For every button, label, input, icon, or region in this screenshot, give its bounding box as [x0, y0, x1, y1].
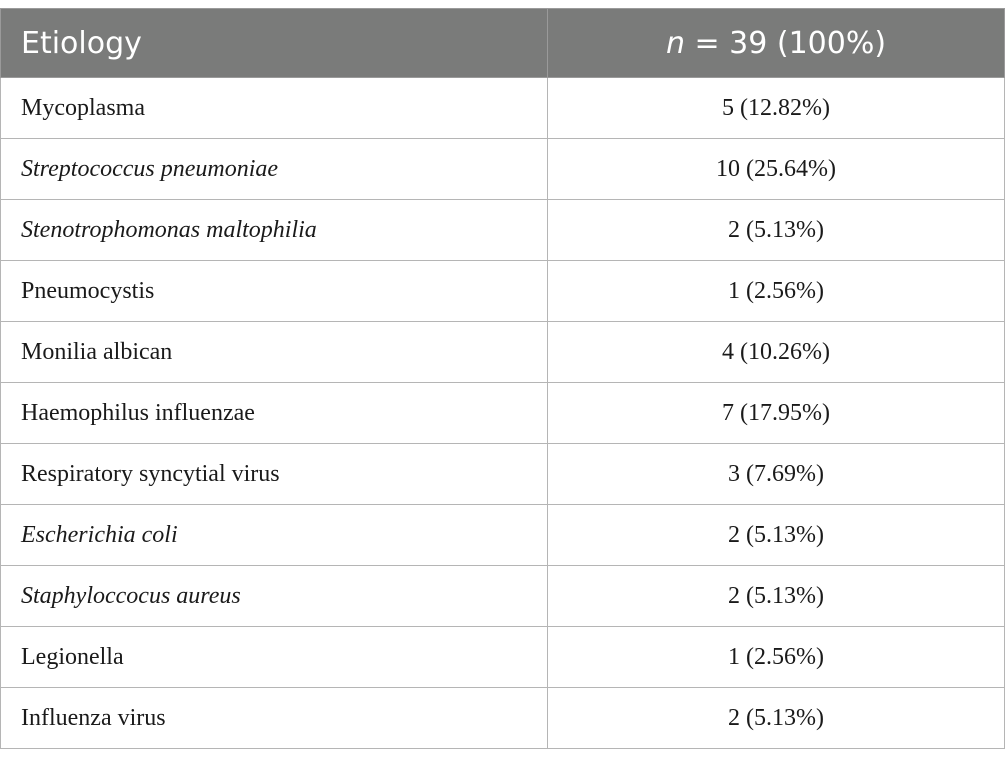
cell-etiology: Staphyloccocus aureus — [0, 565, 548, 627]
table-row: Influenza virus 2 (5.13%) — [0, 687, 1005, 749]
header-row: Etiology n = 39 (100%) — [0, 8, 1005, 78]
cell-etiology: Influenza virus — [0, 687, 548, 749]
header-count: n = 39 (100%) — [547, 8, 1005, 78]
table-row: Streptococcus pneumoniae 10 (25.64%) — [0, 138, 1005, 200]
table-row: Monilia albican 4 (10.26%) — [0, 321, 1005, 383]
cell-count: 1 (2.56%) — [547, 260, 1005, 322]
cell-etiology: Mycoplasma — [0, 77, 548, 139]
cell-count: 2 (5.13%) — [547, 504, 1005, 566]
table-row: Respiratory syncytial virus 3 (7.69%) — [0, 443, 1005, 505]
cell-count: 4 (10.26%) — [547, 321, 1005, 383]
cell-etiology: Haemophilus influenzae — [0, 382, 548, 444]
table-row: Staphyloccocus aureus 2 (5.13%) — [0, 565, 1005, 627]
table-row: Legionella 1 (2.56%) — [0, 626, 1005, 688]
cell-count: 5 (12.82%) — [547, 77, 1005, 139]
header-count-total: = 39 (100%) — [684, 25, 887, 61]
table-row: Pneumocystis 1 (2.56%) — [0, 260, 1005, 322]
cell-etiology: Legionella — [0, 626, 548, 688]
table-row: Mycoplasma 5 (12.82%) — [0, 77, 1005, 139]
table-row: Haemophilus influenzae 7 (17.95%) — [0, 382, 1005, 444]
cell-count: 10 (25.64%) — [547, 138, 1005, 200]
cell-count: 1 (2.56%) — [547, 626, 1005, 688]
table-row: Stenotrophomonas maltophilia 2 (5.13%) — [0, 199, 1005, 261]
cell-etiology: Streptococcus pneumoniae — [0, 138, 548, 200]
cell-etiology: Stenotrophomonas maltophilia — [0, 199, 548, 261]
cell-etiology: Respiratory syncytial virus — [0, 443, 548, 505]
cell-count: 3 (7.69%) — [547, 443, 1005, 505]
table-header: Etiology n = 39 (100%) — [0, 8, 1005, 78]
cell-count: 7 (17.95%) — [547, 382, 1005, 444]
cell-etiology: Pneumocystis — [0, 260, 548, 322]
cell-count: 2 (5.13%) — [547, 565, 1005, 627]
cell-count: 2 (5.13%) — [547, 687, 1005, 749]
cell-count: 2 (5.13%) — [547, 199, 1005, 261]
etiology-table: Etiology n = 39 (100%) Mycoplasma 5 (12.… — [0, 8, 1005, 749]
header-etiology: Etiology — [0, 8, 548, 78]
header-count-n: n — [665, 25, 685, 61]
table-body: Mycoplasma 5 (12.82%) Streptococcus pneu… — [0, 77, 1005, 749]
cell-etiology: Escherichia coli — [0, 504, 548, 566]
table-row: Escherichia coli 2 (5.13%) — [0, 504, 1005, 566]
cell-etiology: Monilia albican — [0, 321, 548, 383]
